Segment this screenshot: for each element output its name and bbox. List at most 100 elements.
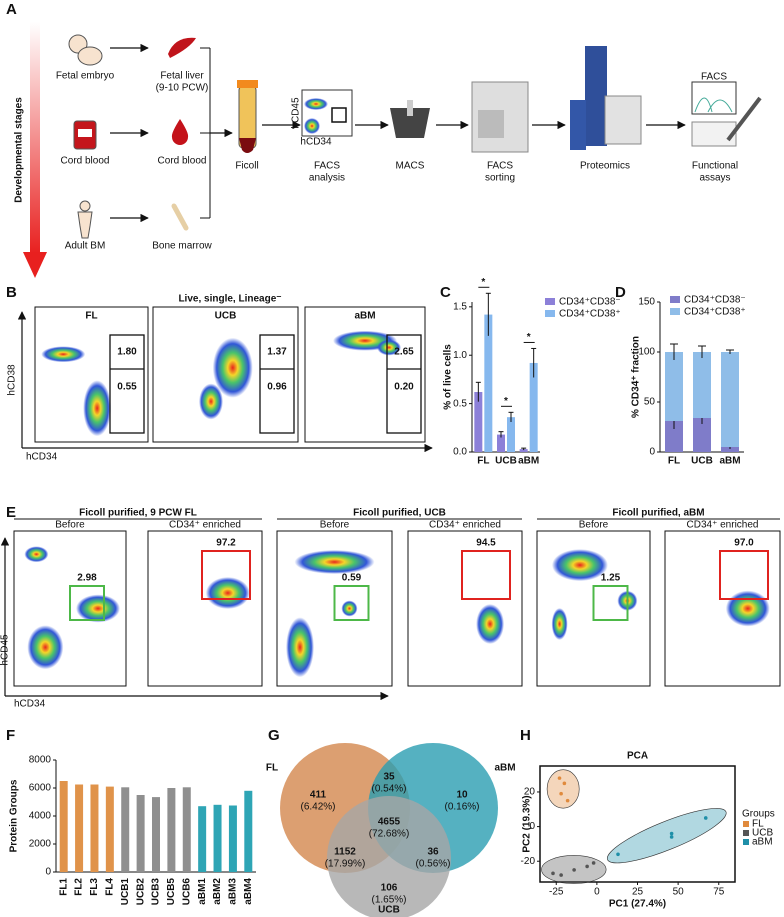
assay-plot-title: FACS [701, 72, 727, 83]
spectrometer-icon [570, 100, 586, 150]
legend-swatch [743, 839, 749, 845]
group-title: Ficoll purified, UCB [353, 508, 446, 519]
bar [59, 781, 68, 872]
tissue-label: Bone marrow [152, 241, 212, 252]
step-label: MACS [396, 161, 425, 172]
bar-segment [665, 352, 683, 421]
step-label: analysis [309, 173, 345, 184]
macs-icon-column [407, 100, 413, 116]
x-tick-label: FL2 [74, 878, 85, 896]
plot-name: FL [85, 311, 97, 322]
y-axis-label: Protein Groups [9, 779, 20, 852]
region-percent: (1.65%) [371, 895, 406, 906]
stage-arrow-shaft [30, 22, 40, 254]
plot-name: aBM [354, 311, 375, 322]
significance: * [527, 332, 531, 343]
x-tick-label: aBM [719, 456, 740, 467]
legend-label: FL [752, 819, 764, 830]
venn-set [327, 796, 451, 917]
panel-label: D [615, 284, 626, 301]
sub-title: CD34⁺ enriched [429, 520, 501, 531]
density-blob [41, 346, 86, 363]
facs-icon-gate [331, 107, 347, 123]
legend-swatch [545, 310, 555, 317]
y-axis-label: % of live cells [443, 344, 454, 410]
confidence-ellipse [606, 808, 727, 864]
x-tick-label: aBM4 [243, 878, 254, 905]
step-label: Ficoll [235, 161, 258, 172]
x-tick-label: UCB3 [151, 878, 162, 906]
gate [69, 585, 105, 621]
point [559, 791, 563, 796]
facs-plot [147, 530, 263, 687]
legend-label: CD34⁺CD38⁻ [684, 295, 746, 306]
facs-plot [407, 530, 523, 687]
region-percent: (72.68%) [369, 829, 410, 840]
y-tick-label: 1.0 [453, 350, 467, 361]
legend-swatch [743, 830, 749, 836]
sub-title: CD34⁺ enriched [169, 520, 241, 531]
facs-plot [664, 530, 781, 687]
x-tick-label: UCB6 [181, 878, 192, 906]
region-count: 10 [456, 790, 468, 801]
legend-label: CD34⁺CD38⁻ [559, 297, 621, 308]
legend-label: CD34⁺CD38⁺ [684, 307, 746, 318]
person-icon [79, 200, 91, 212]
x-tick-label: UCB2 [135, 878, 146, 906]
set-label: FL [266, 763, 278, 774]
facs-icon-y: hCD45 [291, 97, 302, 129]
plot-name: UCB [215, 311, 237, 322]
drop-icon [171, 119, 189, 145]
point [669, 831, 674, 836]
gate-value: 0.96 [267, 382, 287, 393]
y-tick-label: 6000 [29, 783, 52, 794]
panel-label: F [6, 727, 15, 744]
point [562, 781, 567, 786]
gate-value: 1.80 [117, 347, 137, 358]
confidence-ellipse [546, 769, 580, 809]
legend-swatch [545, 298, 555, 305]
macs-icon [390, 108, 430, 138]
bone-icon [171, 203, 189, 231]
x-tick-label: aBM3 [228, 878, 239, 905]
legend-label: aBM [752, 837, 773, 848]
bar [90, 784, 99, 872]
y-tick-label: 4000 [29, 811, 52, 822]
bar [244, 790, 253, 872]
bar [121, 787, 130, 872]
bar-segment [665, 421, 683, 452]
point [572, 868, 576, 872]
bar [529, 362, 538, 452]
region-percent: (17.99%) [325, 859, 366, 870]
step-label: sorting [485, 173, 515, 184]
x-axis-label: PC1 (27.4%) [609, 899, 666, 910]
chart-title: PCA [627, 751, 648, 762]
bar [507, 417, 515, 452]
region-percent: (6.42%) [300, 802, 335, 813]
y-tick-label: 100 [638, 347, 655, 358]
x-tick-label: aBM2 [212, 878, 223, 905]
x-tick-label: 75 [713, 887, 725, 898]
set-label: UCB [378, 905, 400, 916]
density-blob [212, 337, 253, 398]
x-tick-label: -25 [549, 887, 564, 898]
bar-segment [693, 418, 711, 452]
bar [213, 804, 222, 872]
gate-value: 97.0 [734, 538, 754, 549]
gate [461, 550, 511, 600]
gate [109, 334, 145, 434]
step-label: Proteomics [580, 161, 630, 172]
axis-label: hCD38 [7, 364, 18, 396]
ficoll-blood [239, 138, 256, 153]
bar [167, 788, 176, 872]
density-blob [205, 577, 250, 609]
gate [333, 585, 370, 621]
y-tick-label: 0.0 [453, 447, 467, 458]
bar [497, 434, 505, 452]
y-tick-label: 1.5 [453, 301, 467, 312]
panel-label: A [6, 1, 17, 18]
axis-label: hCD34 [14, 699, 46, 710]
density-blob [476, 604, 505, 644]
assay-plate [691, 121, 737, 147]
